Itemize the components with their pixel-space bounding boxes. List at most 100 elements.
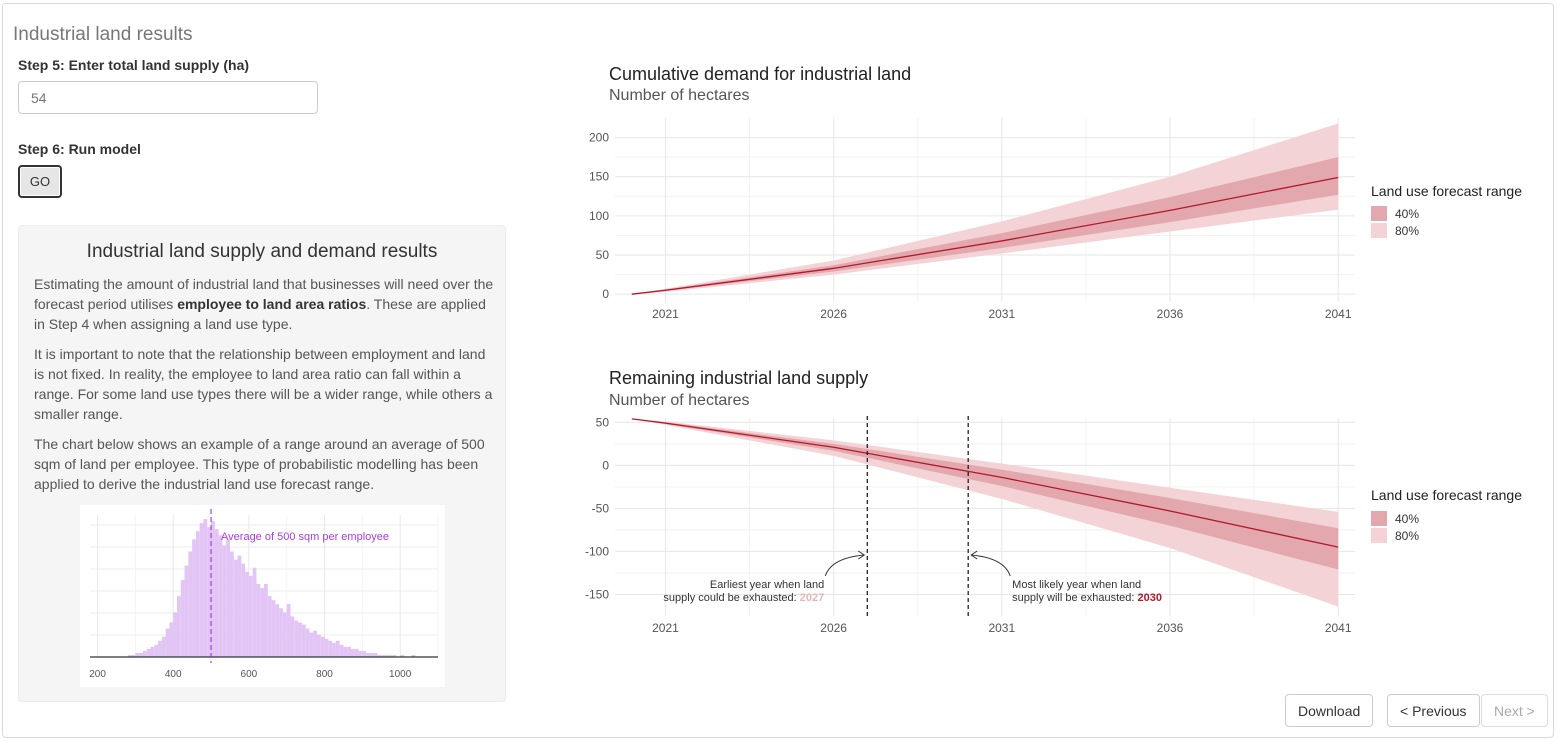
legend-label-80: 80% [1395, 528, 1420, 543]
supply-legend-title: Land use forecast range [1371, 487, 1522, 503]
supply-legend-item-80: 80% [1371, 528, 1419, 543]
step5-label: Step 5: Enter total land supply (ha) [18, 57, 250, 73]
hist-bar [169, 622, 174, 657]
hist-bar [388, 654, 393, 657]
hist-bar [165, 628, 170, 657]
hist-bar [173, 612, 177, 657]
hist-bar [195, 531, 200, 657]
hist-bar [385, 654, 389, 657]
hist-bar [313, 630, 317, 657]
step6-label: Step 6: Run model [18, 141, 141, 157]
hist-bar [305, 628, 310, 657]
demand-legend-title: Land use forecast range [1371, 183, 1522, 199]
hist-bar [222, 545, 227, 657]
likely-annotation-text: supply will be exhausted: [1012, 592, 1137, 604]
hist-bar [358, 650, 363, 657]
hist-bar [177, 596, 181, 657]
hist-average-label: Average of 500 sqm per employee [221, 531, 389, 543]
x-tick-label: 2036 [1157, 307, 1184, 321]
likely-annotation-line1: Most likely year when land [1012, 579, 1141, 591]
y-tick-label: 100 [589, 209, 609, 223]
earliest-annotation-text: supply could be exhausted: [663, 592, 799, 604]
supply-chart-subtitle: Number of hectares [609, 392, 750, 409]
likely-annotation-line2: supply will be exhausted: 2030 [1012, 592, 1162, 604]
earliest-annotation-line2: supply could be exhausted: 2027 [663, 592, 824, 604]
supply-legend-item-40: 40% [1371, 511, 1419, 526]
x-tick-label: 2021 [652, 307, 679, 321]
demand-chart-subtitle: Number of hectares [609, 87, 750, 104]
hist-x-tick-label: 200 [89, 669, 106, 680]
y-tick-label: 50 [596, 248, 610, 262]
hist-bar [248, 575, 253, 657]
hist-bar [226, 539, 230, 657]
hist-bar [154, 644, 159, 657]
legend-label-80: 80% [1395, 223, 1420, 238]
hist-bar [332, 642, 336, 657]
supply-chart: 50 0 -50 -100 -150 2021 2026 2031 2036 2041 Earlie… [585, 415, 1355, 635]
hist-bar [256, 583, 261, 657]
x-tick-label: 2026 [820, 621, 847, 635]
go-button[interactable]: GO [18, 165, 62, 198]
histogram-image: Average of 500 sqm per employee 200 400 600… [80, 505, 445, 687]
hist-bar [192, 539, 196, 657]
demand-chart-title: Cumulative demand for industrial land [609, 64, 912, 84]
x-tick-label: 2041 [1325, 307, 1352, 321]
x-tick-label: 2026 [820, 307, 847, 321]
y-tick-label: -50 [592, 501, 610, 515]
legend-swatch-80 [1371, 223, 1387, 238]
download-button[interactable]: Download [1285, 694, 1374, 727]
y-tick-label: 50 [596, 415, 610, 429]
supply-chart-title: Remaining industrial land supply [609, 368, 869, 388]
hist-bar [245, 571, 249, 657]
hist-bar [347, 646, 351, 657]
hist-bar [158, 640, 162, 657]
hist-bar [400, 654, 404, 657]
y-tick-label: 0 [602, 287, 609, 301]
hist-bar [229, 551, 234, 657]
y-tick-label: 150 [589, 170, 609, 184]
hist-x-tick-label: 600 [241, 669, 258, 680]
hist-bar [381, 654, 386, 657]
median-forecast-line [631, 176, 1339, 295]
hist-bar [294, 620, 299, 657]
hist-bar [241, 563, 246, 657]
y-tick-label: -100 [585, 544, 609, 558]
info-panel-title: Industrial land supply and demand result… [86, 241, 438, 262]
land-supply-input[interactable] [18, 81, 318, 114]
hist-bar [335, 640, 340, 657]
hist-bar [377, 654, 382, 657]
hist-bar [328, 640, 333, 657]
hist-bar [184, 565, 189, 657]
hist-bar [188, 551, 193, 657]
demand-chart: 0 50 100 150 200 2021 2026 2031 2036 2041 [589, 118, 1355, 321]
hist-bar [366, 652, 370, 657]
hist-bar [339, 644, 344, 657]
previous-button[interactable]: < Previous [1387, 694, 1480, 727]
page-title: Industrial land results [13, 24, 193, 45]
demand-legend-item-40: 40% [1371, 206, 1419, 221]
hist-bar [207, 527, 212, 657]
hist-bar [203, 519, 208, 657]
median-forecast-line [631, 418, 1339, 548]
x-tick-label: 2031 [988, 621, 1015, 635]
info-paragraph-1-part-a: Estimating the amount of industrial land… [34, 276, 494, 312]
legend-swatch-40 [1371, 511, 1387, 526]
next-button[interactable]: Next > [1481, 694, 1548, 727]
hist-bar [264, 583, 268, 657]
hist-bar [282, 612, 287, 657]
hist-bar [351, 648, 355, 657]
hist-bar [411, 654, 416, 657]
info-paragraph-2: It is important to note that the relatio… [34, 346, 493, 422]
info-paragraph-1: Estimating the amount of industrial land… [34, 274, 494, 334]
hist-bar [343, 646, 348, 657]
hist-bar [161, 636, 166, 657]
hist-bar [320, 636, 325, 657]
y-tick-label: 200 [589, 131, 609, 145]
hist-bar [127, 654, 132, 657]
hist-bar [324, 638, 329, 657]
hist-bar [301, 624, 306, 657]
hist-bar [290, 616, 295, 657]
x-tick-label: 2031 [988, 307, 1015, 321]
hist-bar [233, 559, 238, 657]
info-paragraph-1-bold: employee to land area ratios [177, 296, 367, 312]
